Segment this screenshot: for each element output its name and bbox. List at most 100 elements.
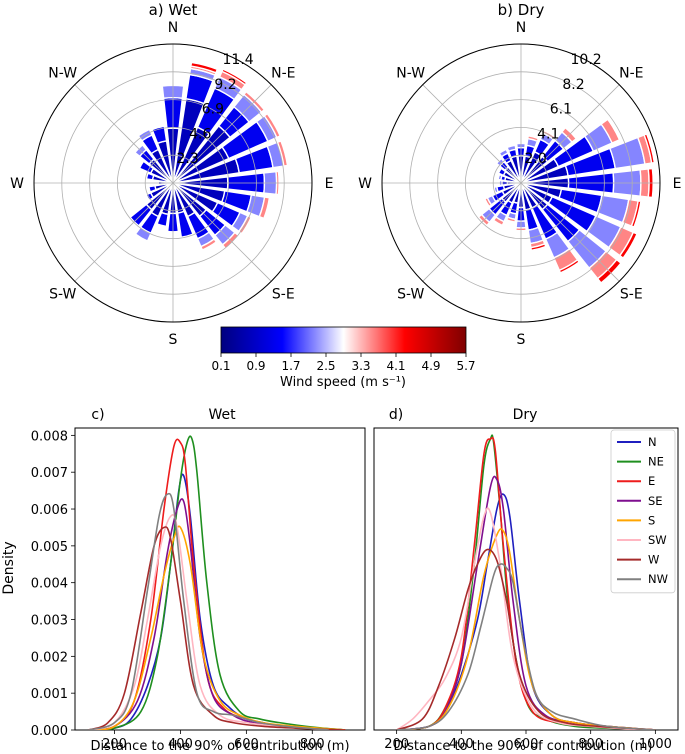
panel-label: c) (91, 407, 104, 423)
x-tick-label: 800 (578, 737, 603, 752)
rose-direction-label: W (358, 176, 372, 192)
rose-direction-label: S-E (272, 286, 295, 302)
rose-direction-label: N (516, 20, 526, 36)
colorbar-tick-label: 5.7 (456, 359, 475, 373)
colorbar-tick-label: 4.9 (421, 359, 440, 373)
y-tick-label: 0.004 (31, 577, 68, 592)
rose-title: b) Dry (498, 1, 545, 19)
rose-wedge (200, 238, 218, 251)
rose-wedge (176, 210, 194, 239)
rose-title: a) Wet (149, 1, 198, 19)
rose-spoke (422, 84, 522, 184)
legend-entry: W (648, 553, 659, 567)
rose-ring-label: 10.2 (571, 52, 602, 68)
legend (610, 429, 676, 594)
rose-direction-label: S-W (397, 286, 424, 302)
rose-wedge (190, 61, 219, 74)
rose-direction-label: S-E (620, 286, 643, 302)
rose-spoke (74, 182, 174, 282)
panel-title: Dry (513, 407, 538, 423)
legend-entry: NE (648, 455, 664, 469)
rose-ring-label: 6.9 (202, 102, 224, 118)
y-axis-label: Density (1, 541, 17, 594)
rose-ring-label: 8.2 (562, 77, 584, 93)
colorbar-tick-label: 2.5 (316, 359, 335, 373)
rose-direction-label: N-E (619, 66, 643, 82)
y-tick-label: 0.003 (31, 614, 68, 629)
rose-direction-label: N-E (271, 66, 295, 82)
series-line-sw (396, 507, 640, 730)
colorbar-gradient (220, 326, 467, 354)
series-line-nw (87, 492, 329, 730)
series-line-sw (87, 514, 329, 730)
x-tick-label: 800 (300, 737, 325, 752)
rose-wedge (505, 216, 517, 223)
series-line-ne (88, 435, 346, 730)
y-tick-label: 0.005 (31, 540, 68, 555)
colorbar-tick-label: 0.1 (211, 359, 230, 373)
rose-wedge (151, 125, 168, 145)
rose-wedge (148, 184, 157, 193)
rose-direction-label: W (10, 176, 24, 192)
x-tick-label: 200 (102, 737, 127, 752)
rose-ring-label: 11.4 (223, 52, 254, 68)
rose-wedge (606, 117, 622, 141)
legend-entry: NW (648, 572, 668, 586)
rose-spoke (172, 182, 272, 282)
colorbar: Wind speed (m s⁻¹) 0.1 0.9 1.7 2.5 3.3 4.1 4.9… (211, 326, 476, 390)
rose-wedge (497, 167, 507, 177)
rose-ring-label: 4.6 (189, 126, 211, 142)
colorbar-tick-label: 1.7 (281, 359, 300, 373)
legend-entry: N (648, 435, 657, 449)
x-tick-label: 600 (234, 737, 259, 752)
y-tick-label: 0.007 (31, 466, 68, 481)
rose-direction-label: S-W (49, 286, 76, 302)
rose-spoke (172, 84, 272, 184)
rose-wedge (643, 133, 656, 164)
rose-direction-label: E (673, 176, 682, 192)
x-tick-label: 400 (449, 737, 474, 752)
panel-label: d) (389, 407, 403, 423)
y-tick-label: 0.008 (31, 429, 68, 444)
rose-ring-label: 2.0 (524, 151, 546, 167)
series-line-w (87, 526, 346, 730)
colorbar-tick-label: 0.9 (246, 359, 265, 373)
y-tick-label: 0.001 (31, 687, 68, 702)
x-tick-label: 1000 (639, 737, 672, 752)
y-tick-label: 0.006 (31, 503, 68, 518)
rose-wedge (498, 148, 509, 158)
rose-wedge (221, 68, 248, 86)
plot-frame (74, 427, 366, 731)
x-axis-label: Distance to the 90% of contribution (m) (90, 739, 349, 754)
rose-wedge (276, 140, 289, 167)
x-tick-label: 200 (384, 737, 409, 752)
legend-entry: E (648, 474, 655, 488)
rose-wedge (506, 144, 517, 153)
rose-wedge (483, 196, 493, 208)
rose-wedge (558, 258, 581, 274)
rose-spoke (74, 84, 174, 184)
rose-spoke (520, 182, 620, 282)
rose-wedge (145, 172, 155, 181)
rose-direction-label: N-W (48, 66, 77, 82)
rose-wedge (263, 112, 282, 139)
rose-direction-label: S (517, 332, 526, 348)
rose-wedge (630, 200, 642, 228)
rose-frame (381, 43, 661, 323)
rose-wedge (497, 173, 503, 181)
rose-wedge (527, 135, 540, 143)
rose-frame (33, 43, 313, 323)
x-tick-label: 400 (168, 737, 193, 752)
rose-wedge (493, 185, 500, 194)
x-axis-label: Distance to the 90% of contribution (m) (393, 739, 652, 754)
series-line-w (396, 548, 656, 730)
wind-rose-dry: b) Dry 2.0 4.1 6.1 8.2 10.2 N N-E E S-E S S-W W N-W (358, 1, 681, 348)
rose-direction-label: N-W (396, 66, 425, 82)
rose-ring-label: 4.1 (537, 126, 559, 142)
rose-wedge (258, 196, 271, 220)
rose-spoke (520, 84, 620, 184)
panel-title: Wet (208, 407, 236, 423)
rose-direction-label: N (168, 20, 178, 36)
rose-ring-label: 2.3 (176, 151, 198, 167)
